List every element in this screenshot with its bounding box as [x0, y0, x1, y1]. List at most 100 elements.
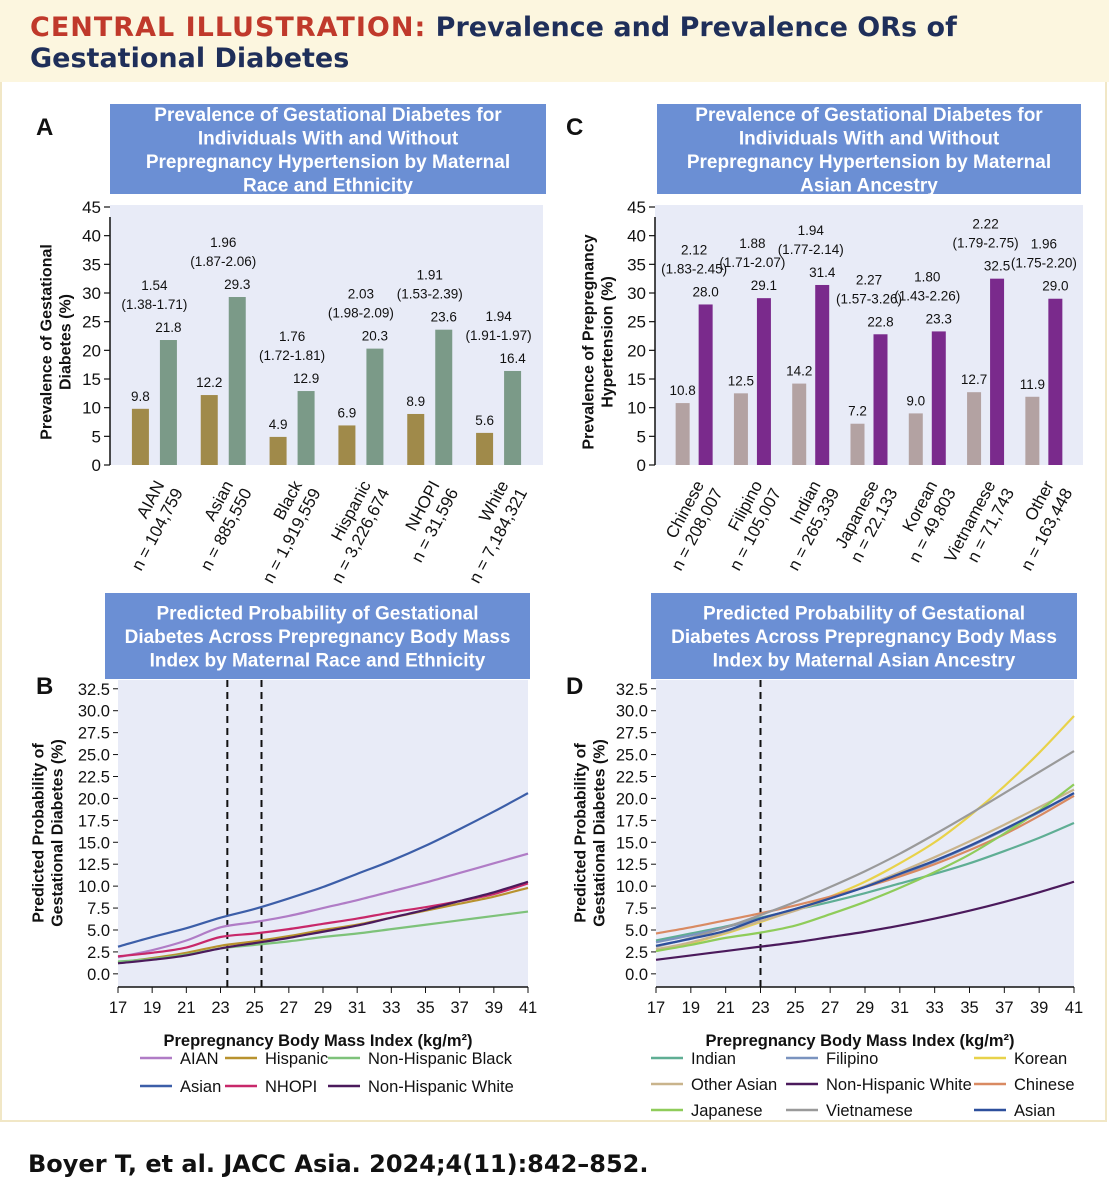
panel-b-title-line: Diabetes Across Prepregnancy Body Mass [125, 627, 511, 648]
panel-c-bar-without-hypertension [733, 393, 748, 465]
panel-a-category-label: NHOPIn = 31,596 [390, 476, 462, 566]
panel-b-y-tick-label: 12.5 [78, 856, 110, 874]
panel-c-bar-value-label: 31.4 [809, 265, 836, 280]
panel-c-odds-ratio-ci: (1.77-2.14) [778, 242, 844, 257]
panel-b-y-tick-label: 30.0 [78, 703, 110, 721]
panel-b-series-line-hispanic [117, 886, 529, 964]
panel-d-x-tick-label: 27 [821, 999, 839, 1017]
panel-a-bar-with-hypertension [228, 297, 246, 465]
panel-d-y-tick-label: 27.5 [616, 725, 648, 743]
panel-a-odds-ratio: 1.96 [210, 235, 236, 250]
panel-a-bar-without-hypertension [476, 432, 494, 465]
panel-a-bar-value-label: 4.9 [269, 417, 288, 432]
panel-a-y-tick-label: 40 [82, 227, 101, 246]
panel-c-bar-value-label: 7.2 [848, 404, 867, 419]
panel-d-x-tick-label: 21 [716, 999, 734, 1017]
panel-c-y-tick-label: 20 [627, 341, 646, 360]
panel-a-bar-with-hypertension [297, 391, 315, 465]
panel-d-legend-label: Chinese [1014, 1076, 1075, 1094]
panel-a-category-label: Whiten = 7,184,321 [448, 476, 531, 587]
panel-c-bar-value-label: 12.5 [728, 373, 754, 388]
panel-c-bar-without-hypertension [675, 403, 690, 465]
panel-a-title-box [110, 104, 546, 194]
panel-d-legend-label: Asian [1014, 1102, 1055, 1120]
panel-b-y-tick-label: 17.5 [78, 812, 110, 830]
panel-b-y-tick-label: 32.5 [78, 681, 110, 699]
panel-a-odds-ratio-ci: (1.87-2.06) [190, 254, 256, 269]
panel-a-y-tick-label: 0 [92, 456, 101, 475]
panel-c-y-tick-label: 25 [627, 313, 646, 332]
panel-a-odds-ratio-ci: (1.91-1.97) [466, 328, 532, 343]
panel-c-odds-ratio: 1.94 [798, 223, 825, 238]
panel-c-bar-value-label: 14.2 [786, 364, 812, 379]
panel-c-bar-with-hypertension [815, 284, 830, 465]
panel-a-bar-without-hypertension [269, 436, 287, 465]
panel-a-odds-ratio: 1.54 [141, 278, 168, 293]
panel-d-y-axis-title: Predicted Probability of Gestational Diab… [573, 739, 609, 927]
panel-d-x-tick-label: 39 [1030, 999, 1048, 1017]
panel-d-x-axis-title: Prepregnancy Body Mass Index (kg/m²) [706, 1032, 1015, 1050]
panel-d-y-tick-label: 7.5 [625, 900, 648, 918]
panel-a-bar-value-label: 5.6 [475, 413, 494, 428]
panel-b-x-tick-label: 39 [485, 999, 503, 1017]
panel-b-plot-area [118, 680, 528, 987]
panel-c-category-label: Chinesen = 208,007 [650, 476, 727, 574]
panel-c-bar-value-label: 32.5 [984, 259, 1010, 274]
panel-b-y-tick-label: 15.0 [78, 834, 110, 852]
panel-b-x-tick-label: 25 [245, 999, 263, 1017]
panel-a-y-tick-label: 35 [82, 255, 101, 274]
panel-c-odds-ratio: 1.88 [739, 236, 765, 251]
panel-d-x-tick-label: 31 [891, 999, 909, 1017]
panel-d-y-tick-label: 20.0 [616, 790, 648, 808]
panel-d-x-tick-label: 41 [1065, 999, 1083, 1017]
panel-b-y-axis-title-line: Predicted Probability of [31, 743, 48, 923]
panel-b-x-tick-label: 37 [450, 999, 468, 1017]
panel-c-bar-value-label: 12.7 [961, 372, 987, 387]
panel-a-bar-with-hypertension [159, 340, 177, 465]
panel-a-title-line: Prepregnancy Hypertension by Maternal [146, 152, 510, 173]
panel-c-bar-without-hypertension [908, 413, 923, 465]
panel-b-y-tick-label: 2.5 [87, 944, 110, 962]
panel-d-x-tick-label: 35 [960, 999, 978, 1017]
panel-a-bar-with-hypertension [504, 370, 522, 465]
panel-b-x-tick-label: 31 [348, 999, 366, 1017]
panel-a-odds-ratio-ci: (1.98-2.09) [328, 306, 394, 321]
panel-b-legend-label: Non-Hispanic White [368, 1078, 514, 1096]
panel-c-bar-without-hypertension [850, 423, 865, 465]
panel-b-y-tick-label: 20.0 [78, 790, 110, 808]
panel-d-y-tick-label: 12.5 [616, 856, 648, 874]
panel-a-odds-ratio-ci: (1.53-2.39) [397, 287, 463, 302]
panel-c-bar-value-label: 10.8 [670, 383, 696, 398]
panel-b-y-tick-label: 5.0 [87, 922, 110, 940]
panel-d-y-axis-title-line: Predicted Probability of [573, 743, 590, 923]
panel-a-bar-value-label: 29.3 [224, 277, 250, 292]
panel-d-title-line: Diabetes Across Prepregnancy Body Mass [671, 627, 1057, 648]
panel-a-title: Prevalence of Gestational Diabetes for In… [146, 105, 510, 197]
panel-a-y-tick-label: 20 [82, 341, 101, 360]
panel-d-title: Predicted Probability of Gestational Diab… [671, 604, 1057, 672]
panel-c-y-tick-label: 30 [627, 284, 646, 303]
panel-a-y-tick-label: 30 [82, 284, 101, 303]
panel-b-x-tick-label: 41 [519, 999, 537, 1017]
panel-c-title-line: Prepregnancy Hypertension by Maternal [687, 152, 1051, 173]
panel-letter-a: A [36, 114, 53, 141]
panel-d-legend-label: Korean [1014, 1050, 1067, 1068]
panel-c-odds-ratio-ci: (1.71-2.07) [719, 255, 785, 270]
panel-letter-c: C [566, 114, 583, 141]
panel-a-y-axis-title-line: Diabetes (%) [58, 294, 75, 390]
panel-d-y-tick-label: 22.5 [616, 768, 648, 786]
panel-c-bar-with-hypertension [990, 278, 1005, 465]
panel-b-y-axis-title: Predicted Probability of Gestational Diab… [31, 739, 67, 927]
panel-a-odds-ratio: 1.76 [279, 329, 305, 344]
panel-d-y-tick-label: 25.0 [616, 747, 648, 765]
header-banner: CENTRAL ILLUSTRATION: Prevalence and Pre… [0, 0, 1109, 82]
panel-c-title-box [657, 104, 1081, 194]
panel-c-odds-ratio-ci: (1.43-2.26) [894, 288, 960, 303]
panel-c-odds-ratio-ci: (1.75-2.20) [1011, 256, 1077, 271]
panel-c-y-tick-label: 0 [637, 456, 646, 475]
panel-c-bar-with-hypertension [873, 334, 888, 465]
panel-a-category-label: Hispanicn = 3,226,674 [310, 476, 393, 587]
panel-b-y-tick-label: 25.0 [78, 747, 110, 765]
panel-a-bar-without-hypertension [200, 395, 218, 465]
